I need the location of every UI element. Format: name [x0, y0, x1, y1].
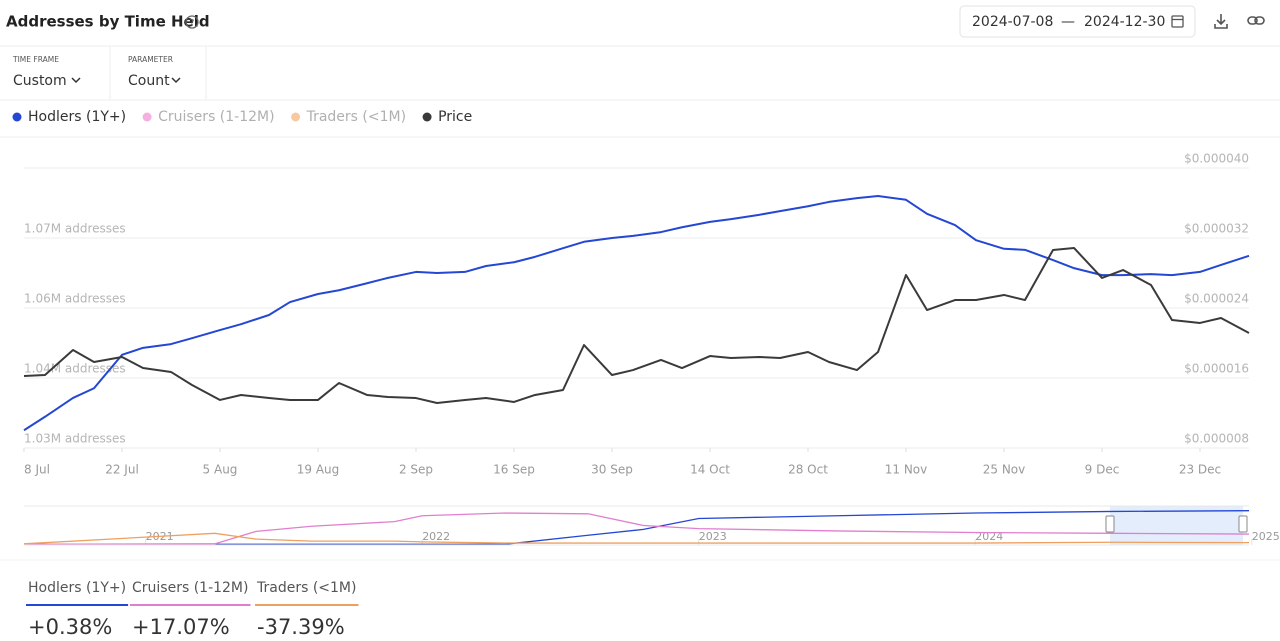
x-tick-label: 25 Nov	[983, 463, 1026, 477]
page-title: Addresses by Time Held	[6, 13, 210, 31]
y2-tick-label: $0.000032	[1184, 222, 1249, 236]
help-icon-glyph: ?	[190, 19, 195, 29]
navigator-selection[interactable]	[1110, 506, 1243, 545]
navigator-handle[interactable]	[1105, 515, 1115, 533]
date-start: 2024-07-08	[972, 14, 1053, 30]
y2-tick-label: $0.000024	[1184, 292, 1249, 306]
summary-change: +0.38%	[28, 615, 112, 639]
x-tick-label: 8 Jul	[24, 463, 50, 477]
x-tick-label: 23 Dec	[1179, 463, 1221, 477]
link-icon[interactable]	[1247, 16, 1265, 25]
legend-label[interactable]: Hodlers (1Y+)	[28, 109, 126, 125]
download-icon[interactable]	[1214, 14, 1228, 29]
navigator-tick-label: 2022	[422, 530, 450, 543]
legend-label[interactable]: Cruisers (1-12M)	[158, 109, 274, 125]
navigator-line	[23, 512, 1250, 545]
dropdown-caret	[71, 77, 81, 84]
date-separator: —	[1061, 14, 1075, 30]
series-line	[23, 246, 1250, 405]
x-tick-label: 14 Oct	[690, 463, 730, 477]
summary-change: +17.07%	[132, 615, 230, 639]
y2-tick-label: $0.000008	[1184, 432, 1249, 446]
control-value[interactable]: Custom	[13, 73, 67, 89]
x-tick-label: 22 Jul	[105, 463, 139, 477]
summary-change: -37.39%	[257, 615, 345, 639]
navigator-line	[23, 532, 1250, 545]
x-tick-label: 11 Nov	[885, 463, 928, 477]
date-end: 2024-12-30	[1084, 14, 1165, 30]
legend-marker	[142, 112, 152, 122]
y-tick-label: 1.06M addresses	[24, 292, 126, 306]
navigator-line	[24, 510, 1250, 545]
x-tick-label: 19 Aug	[297, 463, 340, 477]
x-tick-label: 30 Sep	[591, 463, 633, 477]
legend-label[interactable]: Price	[438, 109, 472, 125]
help-icon[interactable]	[185, 15, 199, 29]
series-line	[23, 195, 1250, 432]
dropdown-caret	[171, 77, 181, 84]
control-label: PARAMETER	[128, 55, 173, 64]
legend-marker	[291, 112, 301, 122]
y-tick-label: 1.03M addresses	[24, 432, 126, 446]
control-value[interactable]: Count	[128, 73, 170, 89]
summary-label: Hodlers (1Y+)	[28, 580, 126, 596]
y2-tick-label: $0.000016	[1184, 362, 1249, 376]
date-picker[interactable]	[959, 5, 1196, 38]
summary-label: Cruisers (1-12M)	[132, 580, 248, 596]
navigator-tick-label: 2025	[1252, 530, 1280, 543]
x-tick-label: 2 Sep	[399, 463, 433, 477]
x-tick-label: 16 Sep	[493, 463, 535, 477]
legend-label[interactable]: Traders (<1M)	[306, 109, 406, 125]
navigator-tick-label: 2023	[699, 530, 727, 543]
x-tick-label: 9 Dec	[1085, 463, 1120, 477]
navigator-handle[interactable]	[1238, 515, 1248, 533]
x-tick-label: 5 Aug	[203, 463, 238, 477]
legend-marker	[12, 112, 22, 122]
y-tick-label: 1.07M addresses	[24, 222, 126, 236]
legend-marker	[422, 112, 432, 122]
calendar-icon[interactable]	[1171, 15, 1184, 28]
control-label: TIME FRAME	[12, 55, 59, 64]
summary-label: Traders (<1M)	[256, 580, 356, 596]
y2-tick-label: $0.000040	[1184, 152, 1249, 166]
x-tick-label: 28 Oct	[788, 463, 828, 477]
